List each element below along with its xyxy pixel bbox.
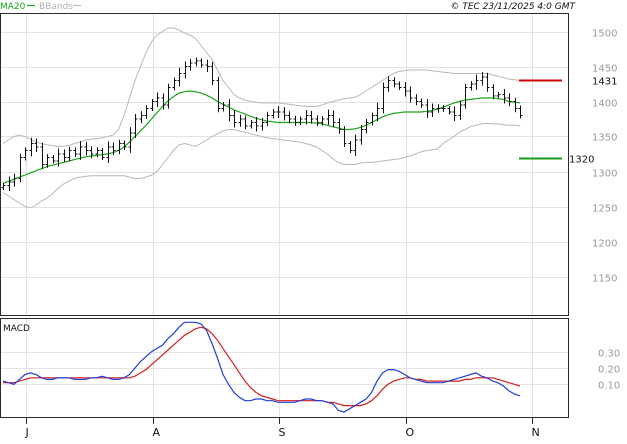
macd-main-line bbox=[3, 322, 520, 412]
x-tick-label: N bbox=[532, 426, 540, 439]
macd-lines bbox=[3, 322, 520, 412]
legend-ma20: MA20 bbox=[0, 2, 26, 12]
macd-y-tick-label: 0.10 bbox=[598, 381, 620, 392]
price-bars bbox=[2, 58, 523, 191]
ma20-series-line bbox=[3, 91, 520, 183]
macd-grid bbox=[0, 319, 627, 417]
price-y-tick-label: 1500 bbox=[592, 29, 617, 40]
price-panel-frame bbox=[1, 14, 569, 316]
macd-y-axis: 0.10 0.20 0.30 bbox=[598, 349, 620, 392]
ma20-line bbox=[3, 91, 520, 183]
price-y-tick-label: 1350 bbox=[592, 133, 617, 144]
x-tick-label: J bbox=[25, 426, 29, 439]
macd-signal-line bbox=[3, 327, 520, 405]
price-grid bbox=[0, 14, 627, 315]
price-y-axis: 1150 1200 1250 1300 1350 1400 1450 1500 bbox=[592, 29, 617, 285]
bbands-lower-line bbox=[3, 123, 520, 208]
price-y-tick-label: 1300 bbox=[592, 169, 617, 180]
x-tick-label: A bbox=[153, 426, 161, 439]
macd-y-tick-label: 0.30 bbox=[598, 349, 620, 360]
x-axis: JASOND bbox=[25, 418, 627, 439]
price-y-tick-label: 1250 bbox=[592, 204, 617, 215]
support-level-label: 1320 bbox=[569, 155, 594, 166]
price-y-tick-label: 1150 bbox=[592, 274, 617, 285]
resistance-level-label: 1431 bbox=[592, 77, 617, 88]
copyright-text: © TEC 23/11/2025 4:0 GMT bbox=[450, 2, 576, 12]
bollinger-bands bbox=[3, 28, 520, 208]
legend: MA20 BBands bbox=[0, 2, 81, 12]
macd-title: MACD bbox=[3, 324, 30, 334]
x-tick-label: S bbox=[279, 426, 286, 439]
price-y-tick-label: 1400 bbox=[592, 99, 617, 110]
bbands-upper-line bbox=[3, 28, 520, 146]
x-tick-label: O bbox=[406, 426, 415, 439]
legend-bbands: BBands bbox=[39, 2, 73, 12]
price-y-tick-label: 1450 bbox=[592, 64, 617, 75]
macd-y-tick-label: 0.20 bbox=[598, 365, 620, 376]
price-y-tick-label: 1200 bbox=[592, 239, 617, 250]
